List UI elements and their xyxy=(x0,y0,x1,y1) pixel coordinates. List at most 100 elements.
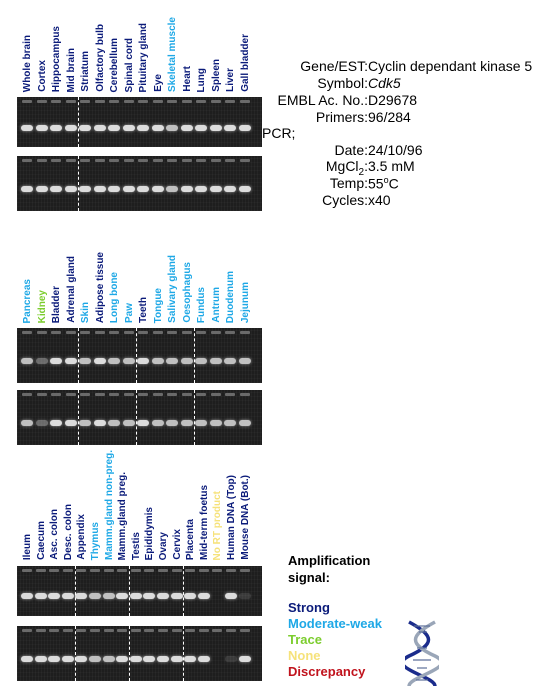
temp-value-num: 55 xyxy=(368,175,384,192)
gel-band xyxy=(151,358,164,364)
gel-band xyxy=(151,420,164,426)
gel-band xyxy=(197,656,210,662)
gel-band xyxy=(166,420,178,426)
gel-well xyxy=(138,159,148,162)
gel-well xyxy=(94,393,105,396)
gel-well xyxy=(210,159,221,162)
lane-label: Mid-term foetus xyxy=(198,485,210,560)
dna-helix-icon xyxy=(405,620,439,687)
gel-band xyxy=(35,420,48,426)
gel-well xyxy=(51,159,61,162)
lane-label: Human DNA (Top) xyxy=(226,475,237,560)
gel-well xyxy=(181,331,192,334)
gel-well xyxy=(239,393,250,396)
gel-well xyxy=(152,159,163,162)
gel-well xyxy=(181,100,192,103)
lane-divider xyxy=(183,566,185,616)
gel-band xyxy=(21,358,33,364)
lane-label: Duodenum xyxy=(225,270,236,323)
gel-band xyxy=(21,186,33,192)
gel-well xyxy=(36,393,47,396)
legend-title-line2: signal: xyxy=(288,570,330,585)
gel-band xyxy=(64,186,77,192)
symbol-value: Cdk5 xyxy=(368,75,401,91)
gel-band xyxy=(108,420,120,426)
gel-well xyxy=(22,569,32,572)
gel-well xyxy=(167,159,177,162)
gel-well xyxy=(196,393,206,396)
primers-label: Primers: xyxy=(315,109,368,125)
lane-divider xyxy=(77,390,79,445)
legend-item-moderate: Moderate-weak xyxy=(288,616,382,631)
gel-band xyxy=(184,593,197,599)
lane-label: Olfactory bulb xyxy=(94,24,106,92)
gel-band xyxy=(224,186,236,192)
gel-well xyxy=(22,629,32,632)
gel-band xyxy=(224,420,236,426)
gel-band xyxy=(122,358,135,364)
lane-label: Caecum xyxy=(35,521,47,560)
gel-well xyxy=(196,100,206,103)
lane-label: Ileum xyxy=(22,533,33,560)
gel-band xyxy=(209,125,222,131)
lane-label: Cerebellum xyxy=(109,37,120,92)
lane-label: Mid brain xyxy=(65,47,77,92)
gel-well xyxy=(94,159,105,162)
gel-well xyxy=(103,629,114,632)
gel-well xyxy=(90,629,100,632)
lane-label: Thymus xyxy=(90,521,101,560)
gel-well xyxy=(152,331,163,334)
gel-band xyxy=(102,593,115,599)
gel-well xyxy=(65,159,76,162)
gel-band xyxy=(143,593,156,599)
gel-band xyxy=(35,125,48,131)
gel-well xyxy=(94,100,105,103)
gel-band xyxy=(64,358,77,364)
gel-well xyxy=(123,100,134,103)
gel-band xyxy=(48,593,61,599)
lane-label: Spleen xyxy=(210,59,222,92)
gel-well xyxy=(158,629,168,632)
legend-item-discrepancy: Discrepancy xyxy=(288,664,366,679)
gel-band xyxy=(35,186,48,192)
date-label: Date: xyxy=(334,142,368,158)
gel-well xyxy=(138,331,148,334)
gel-band xyxy=(35,358,48,364)
lane-label: Adrenal gland xyxy=(65,256,77,323)
gel-well xyxy=(212,569,223,572)
gel-well xyxy=(196,159,206,162)
gel-image-panel-2-bottom xyxy=(17,390,262,445)
gel-well xyxy=(167,100,177,103)
gel-well xyxy=(22,331,32,334)
lane-divider xyxy=(193,328,195,383)
gel-band xyxy=(137,186,149,192)
lane-label: Skin xyxy=(80,301,91,323)
gel-band xyxy=(79,186,91,192)
gel-band xyxy=(93,125,106,131)
lane-label: Desc. colon xyxy=(62,503,74,560)
gel-band xyxy=(50,358,62,364)
gel-well xyxy=(171,569,182,572)
gel-band xyxy=(195,125,207,131)
gel-well xyxy=(123,331,134,334)
legend-title-line1: Amplification xyxy=(288,553,371,568)
temp-label: Temp: xyxy=(329,175,368,191)
gel-image-panel-1-top xyxy=(17,97,262,147)
lane-label: Pancreas xyxy=(22,278,33,323)
gel-band xyxy=(108,125,120,131)
lane-divider xyxy=(74,626,76,681)
gel-band xyxy=(137,358,149,364)
gel-image-panel-2-top xyxy=(17,328,262,383)
date-value: 24/10/96 xyxy=(368,142,423,158)
gel-well xyxy=(171,629,182,632)
lane-label: Mouse DNA (Bot.) xyxy=(239,475,251,560)
lane-divider xyxy=(135,328,137,383)
lane-label: Kidney xyxy=(36,289,48,323)
gel-well xyxy=(65,331,76,334)
amplification-legend: Amplification signal: Strong Moderate-we… xyxy=(288,552,382,680)
gel-band xyxy=(180,125,193,131)
gel-band xyxy=(225,656,237,662)
gel-well xyxy=(109,159,119,162)
gel-well xyxy=(35,569,46,572)
gel-well xyxy=(80,159,90,162)
